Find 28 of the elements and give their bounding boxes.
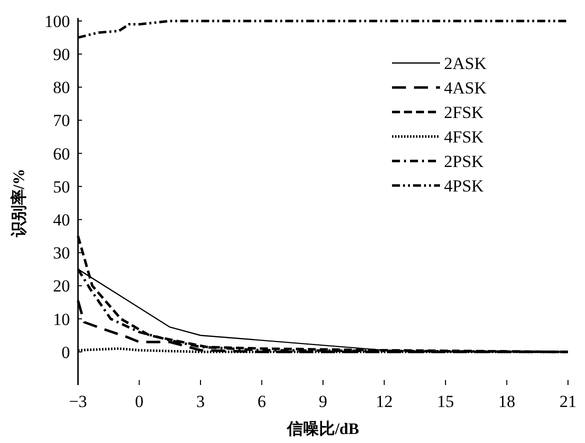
- y-tick-label: 60: [53, 144, 70, 164]
- x-tick-label: 12: [376, 392, 393, 411]
- y-tick-label: 10: [53, 310, 70, 329]
- x-tick-label: 0: [135, 392, 144, 411]
- legend-label: 2PSK: [444, 152, 484, 171]
- y-tick-label: 50: [53, 177, 70, 196]
- y-tick-label: 0: [62, 342, 70, 362]
- legend-label: 4ASK: [444, 78, 488, 98]
- x-tick-label: 15: [437, 392, 454, 411]
- x-tick-label: 18: [498, 392, 516, 411]
- y-tick-label: 100: [44, 12, 70, 31]
- legend-label: 2ASK: [444, 54, 488, 73]
- legend-label: 4PSK: [444, 176, 484, 196]
- x-tick-label: 9: [318, 392, 328, 411]
- y-tick-label: 20: [53, 276, 70, 296]
- y-tick-label: 30: [53, 244, 70, 263]
- x-tick-label: 3: [196, 392, 205, 411]
- x-tick-label: 6: [258, 392, 266, 411]
- y-axis-title: 识别率/%: [9, 168, 28, 238]
- legend-label: 2FSK: [444, 102, 484, 122]
- y-tick-label: 70: [53, 111, 70, 130]
- legend-label: 4FSK: [444, 127, 484, 146]
- x-axis-title: 信噪比/dB: [286, 420, 360, 438]
- y-tick-label: 80: [53, 78, 70, 98]
- x-tick-label: −3: [68, 392, 88, 411]
- x-tick-label: 21: [560, 392, 576, 411]
- y-tick-label: 90: [53, 45, 70, 64]
- y-tick-label: 40: [53, 210, 70, 230]
